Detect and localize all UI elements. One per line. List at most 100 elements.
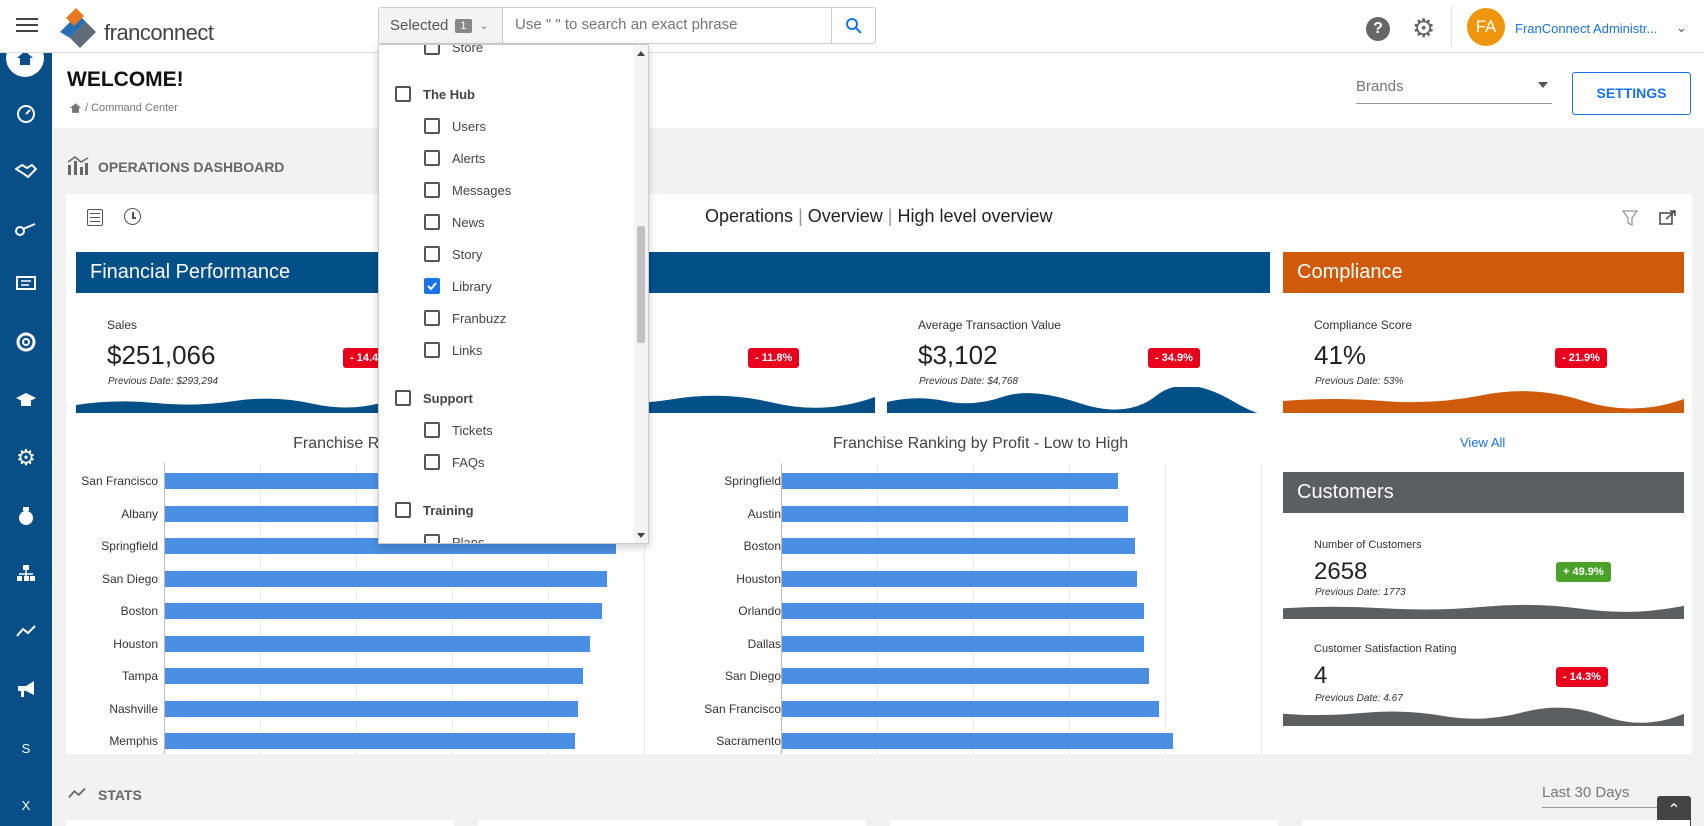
checkbox[interactable] <box>395 502 411 518</box>
share-icon[interactable] <box>1659 209 1677 225</box>
scroll-up-arrow-icon[interactable] <box>637 51 645 56</box>
bar[interactable] <box>782 505 1128 522</box>
franconnect-logo[interactable]: franconnect <box>56 6 226 50</box>
checkbox[interactable] <box>424 182 440 198</box>
dropdown-scrollbar[interactable] <box>634 45 648 543</box>
checkbox[interactable] <box>424 214 440 230</box>
checkbox[interactable] <box>395 86 411 102</box>
checkbox[interactable] <box>424 534 440 543</box>
key-icon[interactable] <box>12 215 40 243</box>
checkbox[interactable] <box>424 118 440 134</box>
dropdown-item[interactable]: The Hub <box>395 84 475 104</box>
dropdown-item[interactable]: Users <box>424 116 486 136</box>
dropdown-item[interactable]: News <box>424 212 485 232</box>
checkbox[interactable] <box>424 310 440 326</box>
list-view-icon[interactable] <box>87 209 103 226</box>
org-chart-icon[interactable] <box>12 559 40 587</box>
filter-icon[interactable] <box>1622 210 1638 226</box>
user-name[interactable]: FranConnect Administr... <box>1515 21 1658 36</box>
crumb-operations[interactable]: Operations <box>705 206 794 226</box>
avatar[interactable]: FA <box>1467 8 1505 46</box>
checkbox[interactable] <box>424 45 440 55</box>
checkbox[interactable] <box>424 246 440 262</box>
top-header: franconnect Selected 1 ⌄ ? ⚙ FA FranConn… <box>0 0 1704 53</box>
stats-range-select[interactable]: Last 30 Days <box>1542 784 1682 808</box>
bar[interactable] <box>165 733 576 749</box>
lifebuoy-icon[interactable] <box>12 328 40 356</box>
bar[interactable] <box>782 473 1118 489</box>
settings-button[interactable]: SETTINGS <box>1572 72 1691 115</box>
sparkline-wave <box>1283 391 1684 413</box>
history-icon[interactable] <box>124 208 141 225</box>
brands-select[interactable]: Brands <box>1356 78 1552 104</box>
customers-header: Customers <box>1283 472 1684 513</box>
bar[interactable] <box>165 603 602 619</box>
bar[interactable] <box>165 570 607 587</box>
dropdown-item[interactable]: Tickets <box>424 420 493 440</box>
crumb-high-level[interactable]: High level overview <box>897 206 1053 226</box>
kpi-label: Average Transaction Value <box>918 318 1061 332</box>
trend-icon[interactable] <box>12 617 40 645</box>
search-button[interactable] <box>831 8 875 43</box>
bar[interactable] <box>782 668 1150 684</box>
dropdown-item-label: Links <box>452 342 483 358</box>
dropdown-item[interactable]: Training <box>395 500 474 520</box>
home-small-icon[interactable] <box>70 103 81 113</box>
dropdown-item[interactable]: Store <box>424 45 483 57</box>
dropdown-item[interactable]: Links <box>424 340 482 360</box>
kpi-card-satisfaction[interactable]: Customer Satisfaction Rating 4 Previous … <box>1283 631 1684 726</box>
crumb-overview[interactable]: Overview <box>807 206 883 226</box>
help-icon[interactable]: ? <box>1366 17 1390 41</box>
dropdown-item[interactable]: FAQs <box>424 452 485 472</box>
kpi-card-compliance[interactable]: Compliance Score 41% Previous Date: 53% … <box>1283 306 1684 413</box>
kpi-card-customers[interactable]: Number of Customers 2658 Previous Date: … <box>1283 527 1684 619</box>
chat-icon[interactable] <box>12 271 40 299</box>
dropdown-item[interactable]: Support <box>395 388 473 408</box>
rail-letter-x[interactable]: X <box>21 797 31 813</box>
checkbox-checked[interactable] <box>424 278 440 294</box>
search-input[interactable] <box>515 16 805 33</box>
checkbox[interactable] <box>424 150 440 166</box>
rail-letter-s[interactable]: S <box>21 740 31 756</box>
dropdown-item-label: Alerts <box>452 150 486 166</box>
checkbox[interactable] <box>424 422 440 438</box>
scroll-thumb[interactable] <box>637 226 645 343</box>
dropdown-item[interactable]: Franbuzz <box>424 308 506 328</box>
megaphone-icon[interactable] <box>12 675 40 703</box>
checkbox[interactable] <box>395 390 411 406</box>
bar[interactable] <box>165 635 590 652</box>
user-menu-chevron-icon[interactable]: ⌄ <box>1676 20 1687 35</box>
bar[interactable] <box>782 570 1138 587</box>
dropdown-item-label: Story <box>452 246 483 262</box>
y-tick-label: Boston <box>743 539 781 553</box>
bar[interactable] <box>782 603 1145 619</box>
dropdown-item[interactable]: Plans <box>424 532 485 543</box>
bar[interactable] <box>782 700 1159 717</box>
checkbox[interactable] <box>424 342 440 358</box>
dropdown-item[interactable]: Library <box>424 276 492 296</box>
search-bar: Selected 1 ⌄ <box>378 7 876 44</box>
kpi-card-avg-transaction[interactable]: Average Transaction Value $3,102 Previou… <box>887 306 1271 413</box>
hamburger-icon[interactable] <box>16 16 38 34</box>
gear-icon[interactable]: ⚙ <box>1412 13 1436 43</box>
search-scope-select[interactable]: Selected 1 ⌄ <box>379 8 503 43</box>
handshake-icon[interactable] <box>12 157 40 185</box>
brands-select-value: Brands <box>1356 78 1404 95</box>
view-all-link[interactable]: View All <box>1460 435 1506 450</box>
scroll-down-arrow-icon[interactable] <box>637 533 645 538</box>
bar[interactable] <box>782 538 1135 554</box>
dropdown-item[interactable]: Story <box>424 244 482 264</box>
settings-gear-icon[interactable]: ⚙ <box>16 445 36 470</box>
dropdown-item-label: Tickets <box>452 422 493 438</box>
bar[interactable] <box>165 700 578 717</box>
dropdown-item[interactable]: Alerts <box>424 148 485 168</box>
gauge-icon[interactable] <box>12 100 40 128</box>
money-bag-icon[interactable] <box>12 501 40 529</box>
dropdown-item[interactable]: Messages <box>424 180 511 200</box>
bar[interactable] <box>782 733 1174 749</box>
bar[interactable] <box>165 668 583 684</box>
bar[interactable] <box>782 635 1145 652</box>
graduation-icon[interactable] <box>12 386 40 414</box>
double-chevron-up-icon: ⌃ <box>1667 802 1681 819</box>
checkbox[interactable] <box>424 454 440 470</box>
